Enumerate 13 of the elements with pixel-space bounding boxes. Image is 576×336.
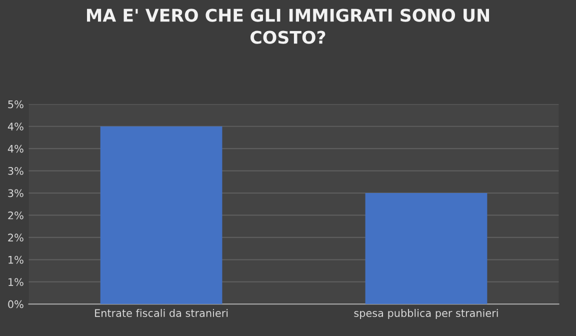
y-tick-label: 2% <box>8 211 24 220</box>
y-tick-label: 0% <box>8 300 24 308</box>
x-tick-label: spesa pubblica per stranieri <box>354 308 498 320</box>
x-tick-label: Entrate fiscali da stranieri <box>95 308 228 318</box>
y-tick-label: 3% <box>8 189 24 198</box>
y-tick-label: 4% <box>8 122 24 130</box>
y-tick-label: 1% <box>8 278 24 286</box>
y-tick-label: 3% <box>8 167 24 175</box>
y-tick-label: 2% <box>8 234 24 242</box>
y-tick-label: 1% <box>8 256 24 264</box>
y-tick-label: 5% <box>8 100 24 108</box>
y-tick-label: 4% <box>8 144 24 153</box>
chart-title: MA E' VERO CHE GLI IMMIGRATI SONO UN COSTO? <box>87 8 489 44</box>
